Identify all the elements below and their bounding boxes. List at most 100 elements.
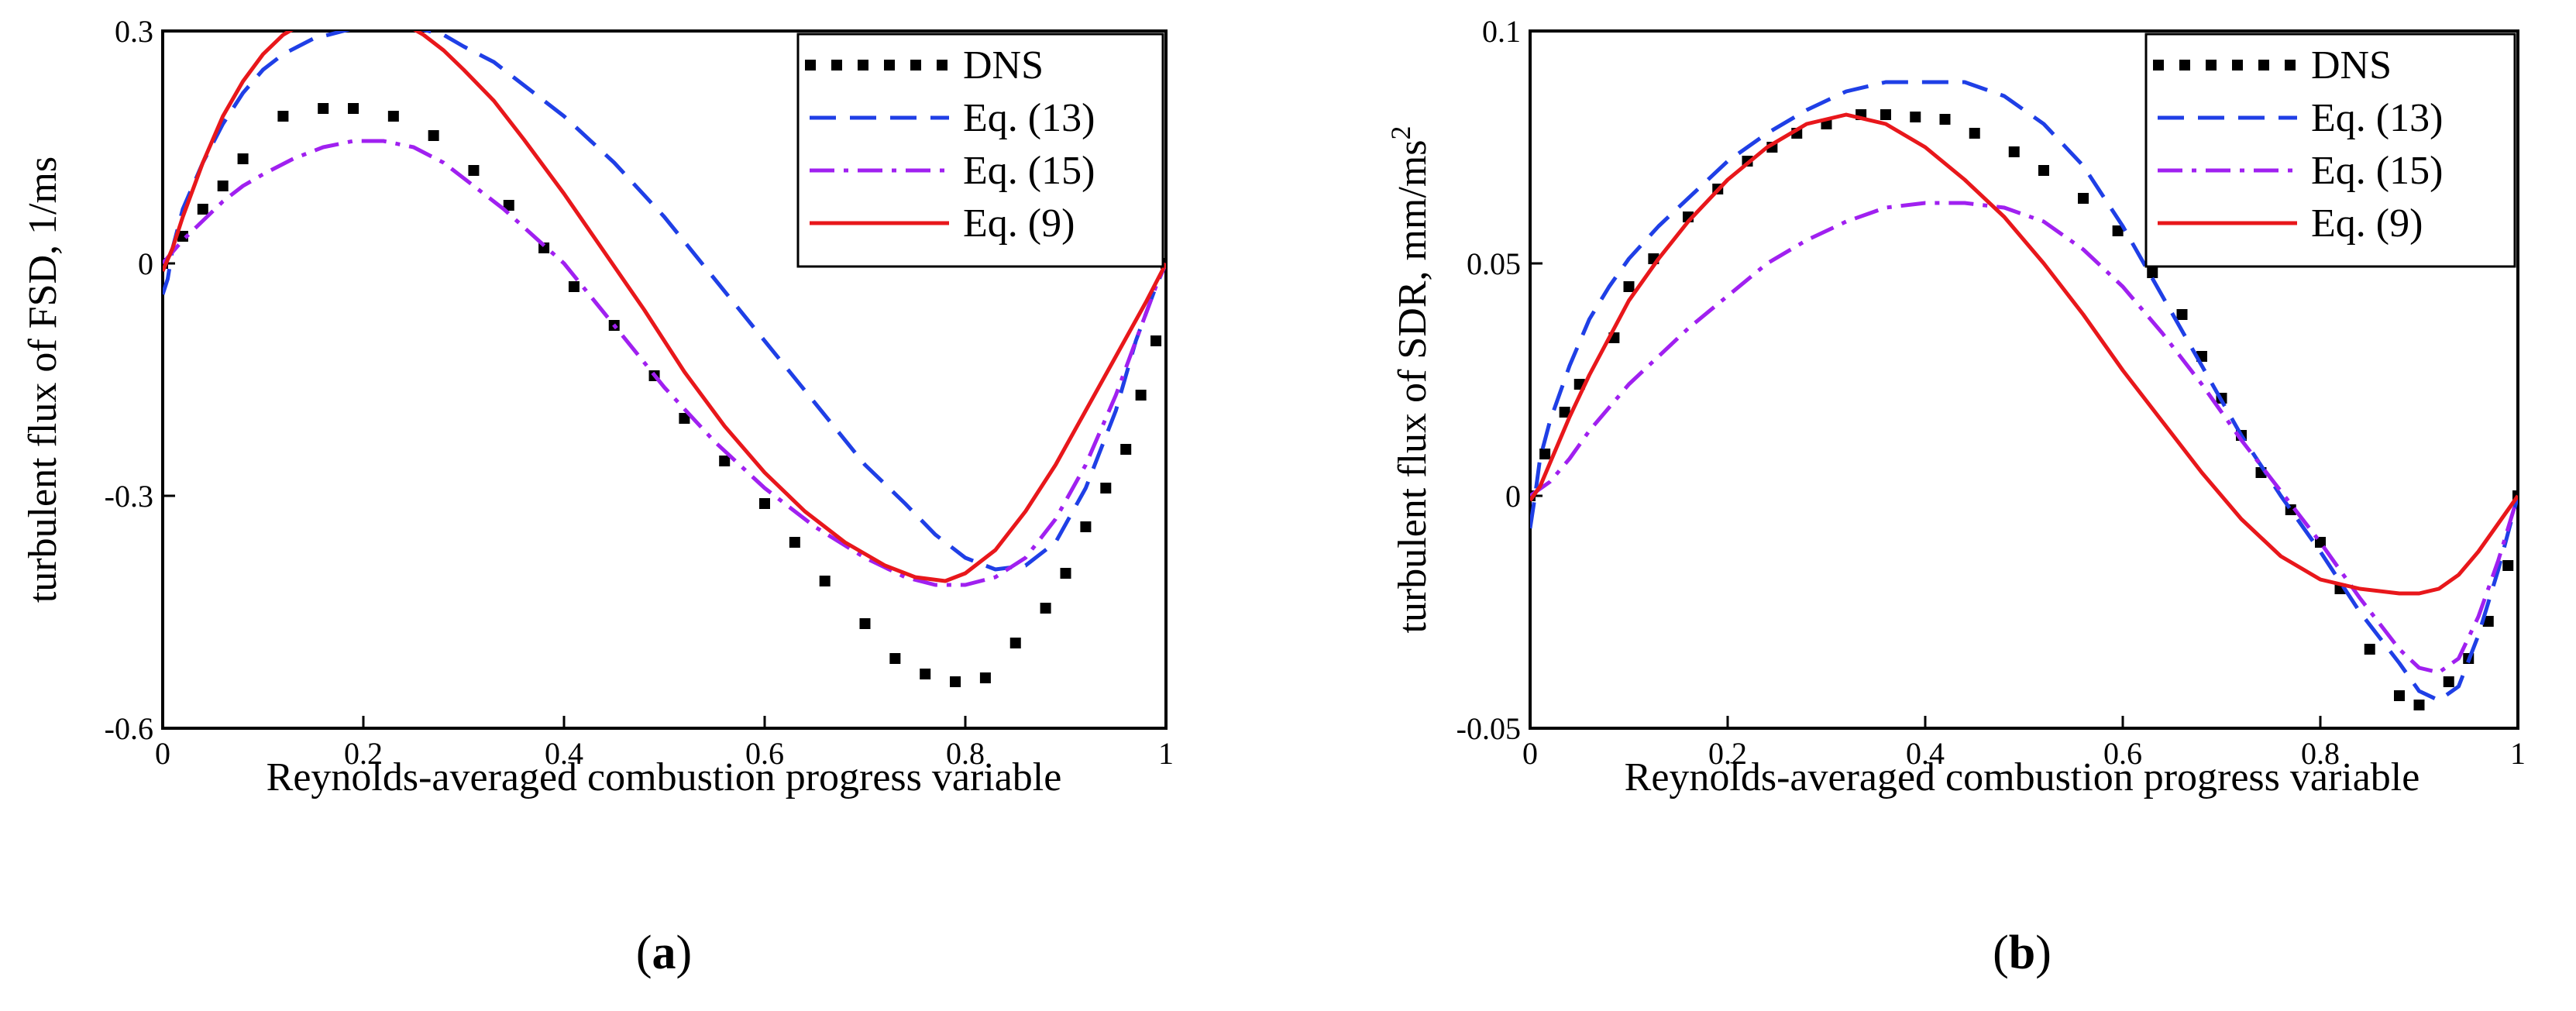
series-a-dns-point-32 (1135, 390, 1147, 401)
series-b-dns-point-38 (2512, 490, 2518, 501)
series-a-dns-point-6 (318, 103, 329, 114)
series-a-dns-point-2 (197, 204, 208, 215)
legend-entry-b-dns-marker-3 (2232, 60, 2243, 70)
series-b-dns-point-19 (2038, 165, 2049, 176)
series-a-dns-point-27 (1040, 603, 1051, 614)
series-a-eq-9-line (163, 31, 1166, 583)
x-tick-label-b-5: 1 (2510, 736, 2526, 771)
series-a-dns-point-3 (217, 181, 229, 191)
series-b-dns-point-2 (1559, 407, 1570, 418)
legend-box-b (2144, 33, 2516, 268)
series-b-dns-point-23 (2176, 309, 2188, 320)
series-a-dns-point-9 (428, 130, 439, 141)
series-a-dns-point-33 (1150, 335, 1162, 346)
legend-entry-a-eq-15-label: Eq. (15) (963, 149, 1095, 193)
series-a-eq-13-line (163, 31, 1166, 572)
y-tick-label-b-3: -0.05 (1457, 711, 1521, 746)
series-b-dns-point-18 (2008, 146, 2020, 157)
x-tick-label-a-2: 0.4 (545, 736, 583, 771)
legend-entry-b-dns-marker-2 (2206, 60, 2217, 70)
ticks-b: 0 0.2 0.4 0.6 0.8 10.10.050-0.05 (1457, 14, 2526, 771)
legend-entry-b-eq-15-label: Eq. (15) (2311, 149, 2443, 193)
series-b-dns-point-22 (2147, 267, 2158, 278)
series-layer-a (163, 31, 1166, 687)
y-axis-label-b-sup: 2 (1385, 126, 1416, 140)
series-b-dns-point-20 (2078, 193, 2089, 204)
legend-entry-b-dns-marker-5 (2285, 60, 2296, 70)
y-axis-label-b: turbulent flux of SDR, mm/ms2 (1385, 126, 1435, 634)
legend-box-a (796, 33, 1164, 268)
caption-a: (a) (636, 927, 692, 979)
legend-b: DNS Eq. (13) Eq. (15) Eq. (9) (2144, 33, 2516, 268)
x-tick-label-b-2: 0.4 (1906, 736, 1945, 771)
series-a-dns-point-21 (859, 618, 871, 629)
x-tick-label-a-1: 0.2 (344, 736, 383, 771)
caption-b-open: ( (1993, 927, 2009, 979)
caption-b-close: ) (2035, 927, 2052, 979)
series-b-eq-9-line (1530, 112, 2518, 596)
legend-entry-a-dns-marker-3 (884, 60, 895, 70)
series-a-dns-point-25 (979, 672, 991, 683)
x-tick-label-a-5: 1 (1158, 736, 1174, 771)
series-b-dns-point-33 (2413, 700, 2425, 710)
x-tick-label-b-1: 0.2 (1708, 736, 1747, 771)
series-a-dns-point-1 (177, 231, 188, 242)
series-a-dns-point-22 (889, 653, 901, 664)
series-a-dns-point-28 (1060, 568, 1071, 579)
ticks-a: 0 0.2 0.4 0.6 0.8 1 0.3 0 -0.3 -0.6 (105, 14, 1174, 771)
y-tick-label-a-3: -0.6 (105, 711, 153, 746)
series-a-dns-point-7 (348, 103, 359, 114)
series-b-dns-point-32 (2394, 690, 2405, 701)
x-tick-label-a-4: 0.8 (946, 736, 985, 771)
legend-entry-b-dns-marker-4 (2258, 60, 2269, 70)
legend-entry-a-dns-marker-1 (831, 60, 842, 70)
series-a-dns-point-26 (1009, 638, 1021, 648)
caption-a-letter: a (652, 927, 676, 979)
legend-entry-a-dns-label: DNS (963, 43, 1044, 88)
series-b-eq-15-line (1530, 201, 2518, 675)
series-b-dns-point-5 (1623, 281, 1635, 292)
series-b-dns-point-16 (1939, 114, 1951, 125)
y-tick-label-b-1: 0.05 (1467, 246, 1521, 281)
series-a-dns-point-17 (719, 456, 731, 466)
x-tick-label-b-0: 0 (1522, 736, 1538, 771)
series-b-dns-point-14 (1880, 109, 1891, 120)
legend-entry-a-dns-marker-0 (805, 60, 816, 70)
caption-a-close: ) (676, 927, 693, 979)
legend-entry-b-dns-marker-0 (2153, 60, 2164, 70)
series-a-dns-point-13 (568, 281, 580, 292)
series-b-dns-point-17 (1969, 128, 1980, 139)
legend-entry-a-dns-marker-4 (910, 60, 921, 70)
panel-a: 0 0.2 0.4 0.6 0.8 1 0.3 0 -0.3 -0.6 DNS Eq. (13) Eq… (21, 14, 1174, 979)
legend-entry-b-dns-marker-1 (2179, 60, 2190, 70)
legend-a: DNS Eq. (13) Eq. (15) Eq. (9) (796, 33, 1164, 268)
x-tick-label-b-3: 0.6 (2103, 736, 2142, 771)
legend-entry-a-eq-13-label: Eq. (13) (963, 96, 1095, 140)
legend-entry-b-eq-9-label: Eq. (9) (2311, 201, 2423, 246)
x-tick-label-a-3: 0.6 (745, 736, 784, 771)
series-a-dns-point-31 (1120, 444, 1132, 455)
series-a-dns-point-24 (950, 676, 961, 687)
legend-entry-b-eq-13-label: Eq. (13) (2311, 96, 2443, 140)
y-tick-label-b-0: 0.1 (1482, 14, 1521, 49)
y-tick-label-a-1: 0 (138, 246, 153, 281)
series-a-dns-point-23 (920, 669, 931, 679)
y-tick-label-b-2: 0 (1505, 479, 1521, 514)
series-a-dns-point-29 (1080, 521, 1092, 532)
legend-entry-a-dns-marker-2 (858, 60, 868, 70)
legend-entry-a-eq-9-label: Eq. (9) (963, 201, 1075, 246)
series-a-dns-point-5 (277, 111, 289, 122)
series-b-eq-13-line (1530, 80, 2518, 703)
y-axis-label-b-main: turbulent flux of SDR, mm/ms (1391, 140, 1435, 634)
legend-entry-a-dns-marker-5 (937, 60, 948, 70)
series-b-dns-point-29 (2315, 537, 2326, 548)
series-b-dns-point-34 (2443, 676, 2454, 687)
series-b-dns-point-36 (2482, 616, 2494, 627)
series-b-dns-point-1 (1539, 449, 1551, 459)
series-a-dns-point-19 (789, 537, 800, 548)
series-a-dns-point-18 (759, 498, 770, 509)
series-a-dns-point-4 (237, 153, 249, 164)
series-b-dns-point-15 (1910, 112, 1921, 122)
